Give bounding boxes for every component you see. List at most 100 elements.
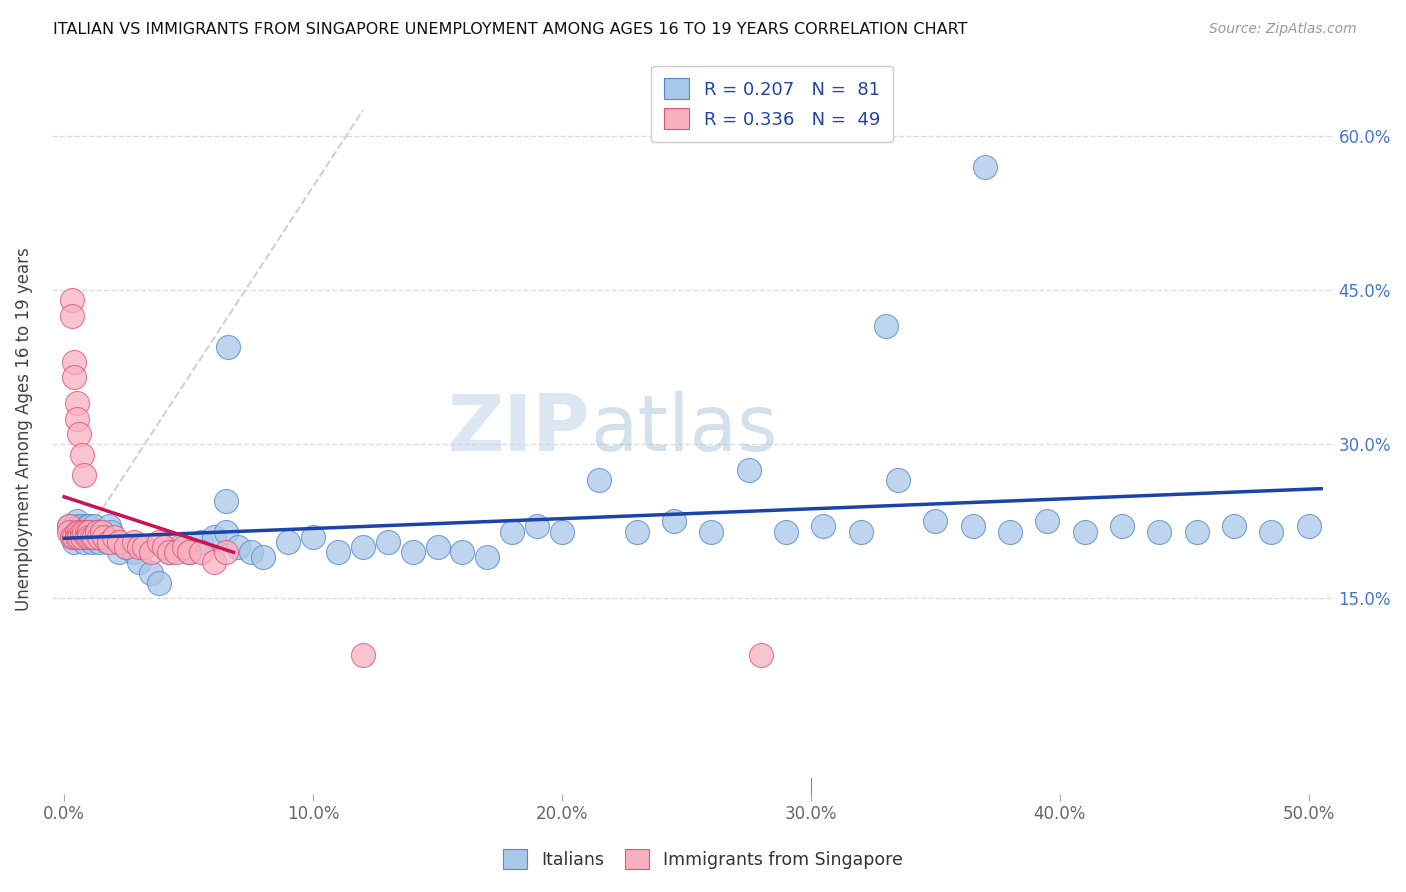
Point bbox=[252, 550, 274, 565]
Point bbox=[1185, 524, 1208, 539]
Point bbox=[1036, 514, 1059, 528]
Point bbox=[63, 535, 86, 549]
Text: ITALIAN VS IMMIGRANTS FROM SINGAPORE UNEMPLOYMENT AMONG AGES 16 TO 19 YEARS CORR: ITALIAN VS IMMIGRANTS FROM SINGAPORE UNE… bbox=[53, 22, 967, 37]
Point bbox=[148, 535, 170, 549]
Point bbox=[426, 540, 449, 554]
Point bbox=[80, 530, 103, 544]
Point bbox=[662, 514, 685, 528]
Point bbox=[157, 545, 180, 559]
Point bbox=[132, 540, 155, 554]
Point bbox=[93, 530, 115, 544]
Point bbox=[700, 524, 723, 539]
Point bbox=[63, 370, 86, 384]
Point bbox=[87, 530, 110, 544]
Point bbox=[1298, 519, 1320, 533]
Point bbox=[76, 530, 98, 544]
Point bbox=[141, 545, 163, 559]
Point bbox=[924, 514, 946, 528]
Point bbox=[875, 319, 897, 334]
Point bbox=[228, 540, 250, 554]
Point bbox=[173, 540, 195, 554]
Point bbox=[302, 530, 325, 544]
Point bbox=[66, 524, 89, 539]
Point bbox=[738, 463, 761, 477]
Point bbox=[190, 535, 212, 549]
Point bbox=[93, 530, 115, 544]
Point bbox=[58, 519, 80, 533]
Text: Source: ZipAtlas.com: Source: ZipAtlas.com bbox=[1209, 22, 1357, 37]
Point bbox=[58, 524, 80, 539]
Point bbox=[83, 519, 105, 533]
Point bbox=[141, 566, 163, 580]
Point bbox=[73, 524, 96, 539]
Point bbox=[67, 524, 90, 539]
Point bbox=[998, 524, 1021, 539]
Point bbox=[73, 524, 96, 539]
Point bbox=[60, 524, 83, 539]
Point bbox=[177, 545, 200, 559]
Point bbox=[148, 576, 170, 591]
Point bbox=[103, 530, 125, 544]
Point bbox=[66, 524, 89, 539]
Point bbox=[58, 519, 80, 533]
Point bbox=[1260, 524, 1282, 539]
Point bbox=[87, 535, 110, 549]
Point bbox=[77, 530, 100, 544]
Point bbox=[67, 519, 90, 533]
Point bbox=[352, 540, 374, 554]
Point bbox=[76, 524, 98, 539]
Point bbox=[352, 648, 374, 662]
Point bbox=[167, 540, 190, 554]
Point bbox=[551, 524, 574, 539]
Point bbox=[115, 540, 138, 554]
Point bbox=[98, 519, 121, 533]
Point bbox=[60, 293, 83, 308]
Point bbox=[128, 556, 150, 570]
Point bbox=[103, 535, 125, 549]
Point bbox=[76, 519, 98, 533]
Point bbox=[215, 493, 238, 508]
Point bbox=[215, 545, 238, 559]
Point bbox=[202, 530, 225, 544]
Point bbox=[122, 545, 145, 559]
Legend: R = 0.207   N =  81, R = 0.336   N =  49: R = 0.207 N = 81, R = 0.336 N = 49 bbox=[651, 66, 893, 142]
Text: atlas: atlas bbox=[591, 391, 778, 467]
Point bbox=[775, 524, 797, 539]
Point bbox=[887, 473, 910, 487]
Text: ZIP: ZIP bbox=[449, 391, 591, 467]
Point bbox=[63, 519, 86, 533]
Point bbox=[70, 519, 93, 533]
Point bbox=[70, 530, 93, 544]
Point bbox=[239, 545, 262, 559]
Point bbox=[962, 519, 984, 533]
Point bbox=[1149, 524, 1171, 539]
Point bbox=[83, 530, 105, 544]
Point bbox=[60, 530, 83, 544]
Point bbox=[218, 340, 240, 354]
Point bbox=[477, 550, 499, 565]
Point bbox=[215, 524, 238, 539]
Point bbox=[77, 519, 100, 533]
Point bbox=[86, 524, 108, 539]
Point bbox=[96, 535, 118, 549]
Point bbox=[377, 535, 399, 549]
Point bbox=[83, 530, 105, 544]
Point bbox=[86, 524, 108, 539]
Point bbox=[90, 524, 112, 539]
Point bbox=[1073, 524, 1095, 539]
Point bbox=[626, 524, 648, 539]
Y-axis label: Unemployment Among Ages 16 to 19 years: Unemployment Among Ages 16 to 19 years bbox=[15, 247, 32, 611]
Point bbox=[326, 545, 349, 559]
Point bbox=[190, 545, 212, 559]
Point bbox=[813, 519, 835, 533]
Point bbox=[66, 530, 89, 544]
Point bbox=[152, 540, 174, 554]
Point bbox=[90, 524, 112, 539]
Point bbox=[277, 535, 299, 549]
Point bbox=[63, 355, 86, 369]
Point bbox=[165, 545, 187, 559]
Point bbox=[974, 160, 997, 174]
Point bbox=[749, 648, 772, 662]
Point bbox=[122, 535, 145, 549]
Point bbox=[849, 524, 872, 539]
